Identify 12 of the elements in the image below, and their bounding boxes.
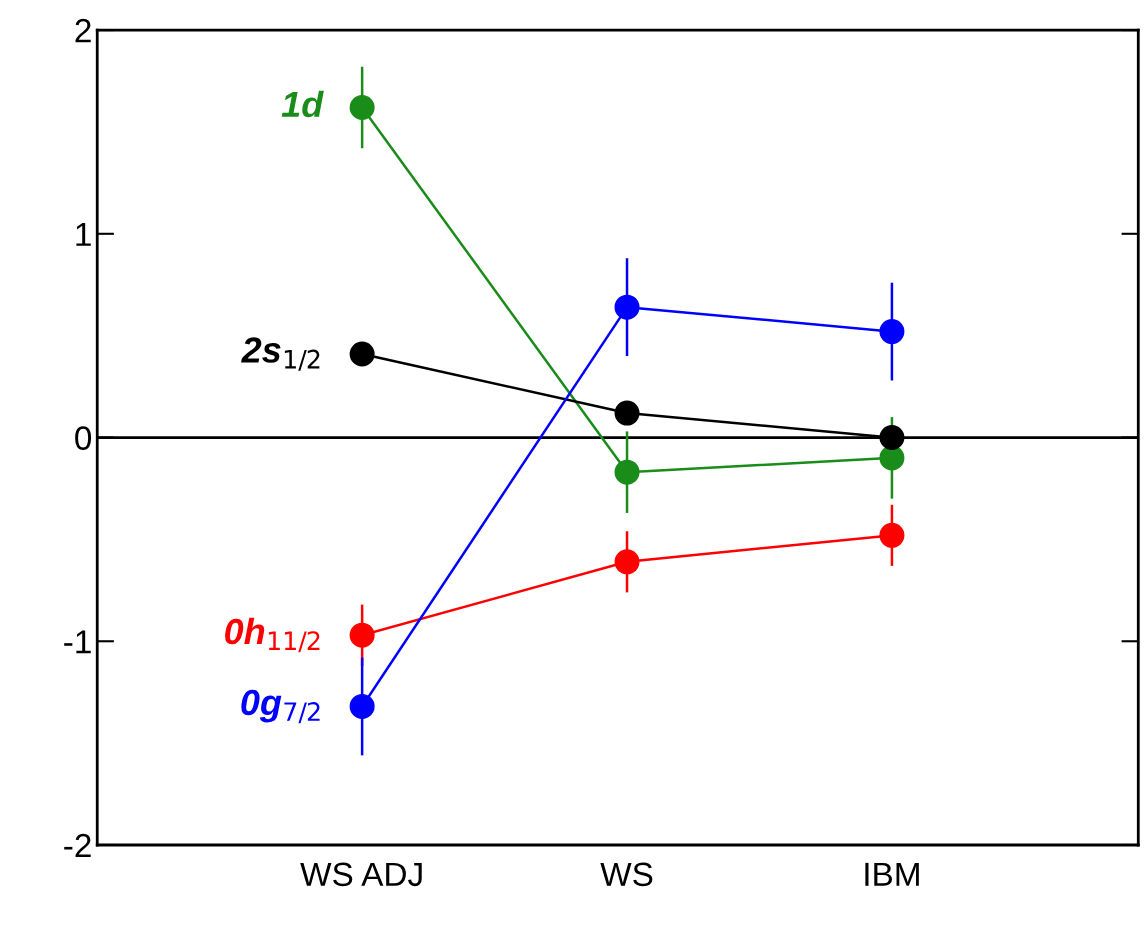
y-tick-label: 2 — [75, 18, 91, 43]
x-tick-label: WS — [600, 862, 653, 887]
y-tick-label: 1 — [76, 222, 91, 246]
y-tick-label: 0 — [75, 426, 92, 450]
series-label: 1d — [281, 90, 324, 118]
x-tick-label: WS ADJ — [300, 862, 422, 887]
series-label: 0g$_{7/2}$ — [241, 689, 320, 724]
y-tick-label: -2 — [64, 833, 91, 858]
x-tick-label: IBM — [865, 862, 919, 886]
series-label: 0h$_{11/2}$ — [225, 617, 320, 653]
series-label: 2s$_{1/2}$ — [241, 337, 320, 371]
y-tick-label: -1 — [64, 630, 91, 654]
